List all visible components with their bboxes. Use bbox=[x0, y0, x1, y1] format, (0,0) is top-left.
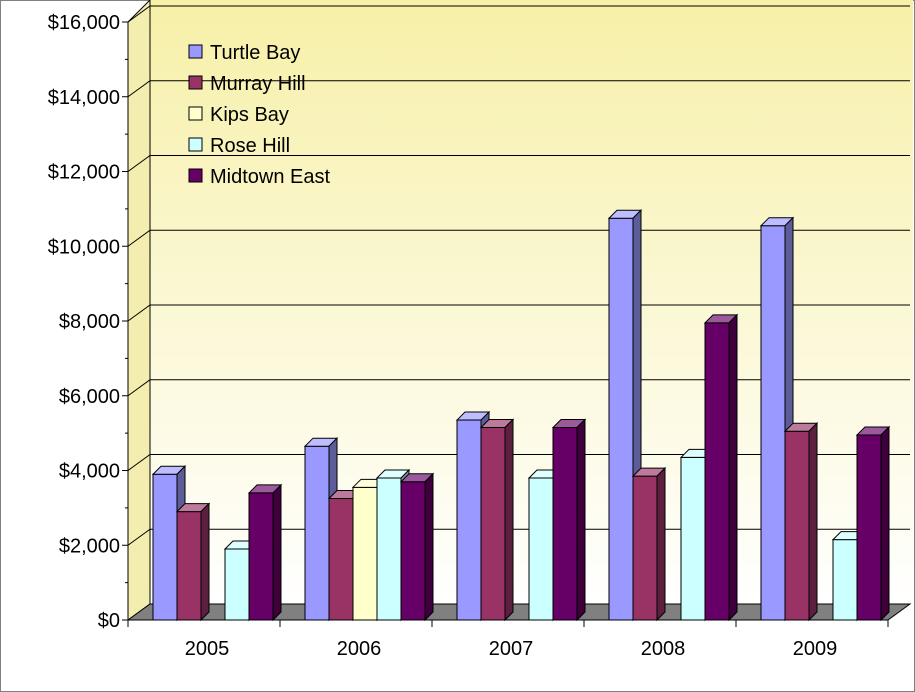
bar bbox=[551, 418, 587, 622]
y-tick-label: $10,000 bbox=[48, 236, 120, 258]
y-tick-label: $2,000 bbox=[59, 535, 120, 557]
y-tick-label: $0 bbox=[98, 610, 120, 632]
y-axis-ticks: $0 $2,000 $4,000 $6,000 $8,000 $10,000 $12,000… bbox=[48, 12, 128, 632]
legend-swatch bbox=[188, 106, 203, 121]
y-tick-label: $8,000 bbox=[59, 311, 120, 333]
x-tick-label: 2005 bbox=[185, 638, 230, 660]
y-tick-label: $6,000 bbox=[59, 386, 120, 408]
legend-label: Rose Hill bbox=[210, 135, 290, 157]
bar bbox=[631, 466, 667, 622]
bar bbox=[247, 483, 283, 622]
side-wall bbox=[127, 0, 151, 621]
x-tick-label: 2007 bbox=[489, 638, 534, 660]
x-axis-ticks: 2005 2006 2007 2008 2009 bbox=[127, 620, 889, 660]
legend-item: Midtown East bbox=[188, 166, 330, 188]
bar bbox=[151, 465, 187, 622]
legend-swatch bbox=[188, 137, 203, 152]
legend-item: Rose Hill bbox=[188, 135, 290, 157]
y-tick-label: $16,000 bbox=[48, 12, 120, 34]
gridline bbox=[127, 454, 910, 471]
legend-label: Midtown East bbox=[210, 166, 330, 188]
gridline bbox=[127, 304, 910, 322]
legend: Turtle Bay Murray Hill Kips Bay Rose Hill Mi… bbox=[188, 42, 330, 188]
gridline bbox=[127, 229, 910, 247]
x-tick-label: 2008 bbox=[641, 638, 686, 660]
gridline bbox=[127, 155, 910, 172]
bar bbox=[703, 313, 739, 622]
bar bbox=[479, 418, 515, 622]
legend-item: Turtle Bay bbox=[188, 42, 300, 64]
bar bbox=[399, 472, 435, 622]
bar bbox=[783, 422, 819, 622]
bar bbox=[855, 425, 891, 622]
y-tick-label: $4,000 bbox=[59, 461, 120, 483]
legend-label: Turtle Bay bbox=[210, 42, 300, 64]
legend-label: Murray Hill bbox=[210, 73, 306, 95]
x-tick-label: 2009 bbox=[793, 638, 838, 660]
legend-item: Murray Hill bbox=[188, 73, 306, 95]
legend-swatch bbox=[188, 75, 203, 90]
y-tick-label: $14,000 bbox=[48, 87, 120, 109]
x-tick-label: 2006 bbox=[337, 638, 382, 660]
legend-label: Kips Bay bbox=[210, 104, 289, 126]
bars bbox=[151, 209, 891, 622]
legend-swatch bbox=[188, 44, 203, 59]
gridline bbox=[127, 80, 910, 98]
legend-item: Kips Bay bbox=[188, 104, 289, 126]
gridline bbox=[127, 379, 910, 397]
legend-swatch bbox=[188, 168, 203, 183]
gridlines bbox=[127, 5, 910, 546]
gridline bbox=[127, 5, 910, 23]
y-tick-label: $12,000 bbox=[48, 162, 120, 184]
bar bbox=[175, 502, 211, 622]
